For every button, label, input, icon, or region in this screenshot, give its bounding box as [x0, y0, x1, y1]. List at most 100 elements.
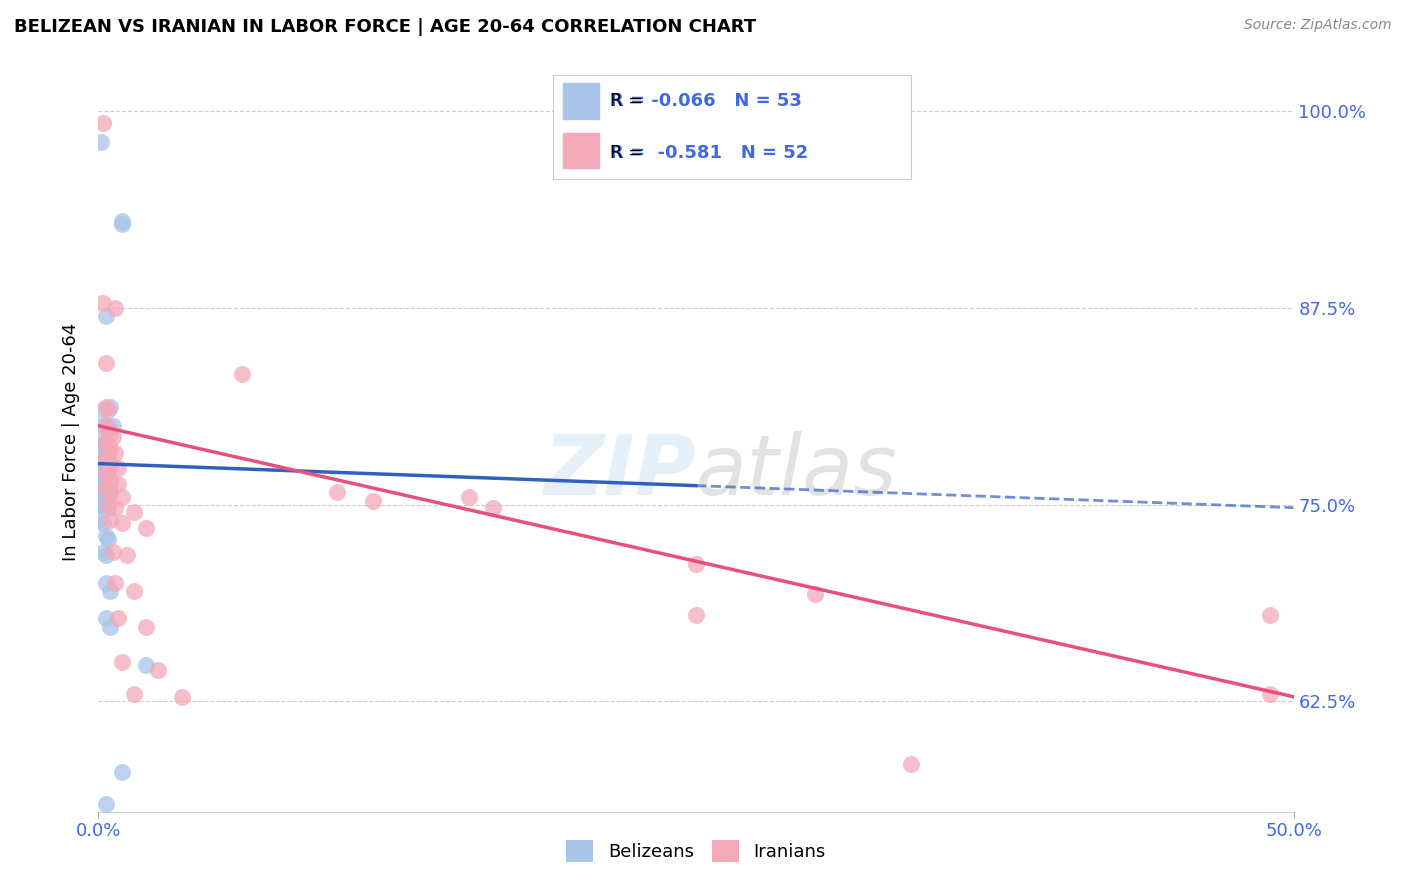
Point: [104, 445, 127, 459]
Text: BELIZEAN VS IRANIAN IN LABOR FORCE | AGE 20-64 CORRELATION CHART: BELIZEAN VS IRANIAN IN LABOR FORCE | AGE…: [14, 18, 756, 36]
Point: [87, 490, 110, 504]
Point: [111, 214, 134, 228]
Point: [1258, 607, 1281, 622]
Point: [98, 426, 122, 441]
Point: [101, 430, 124, 444]
Point: [98, 513, 122, 527]
Point: [94, 482, 117, 496]
Point: [111, 655, 134, 669]
Y-axis label: In Labor Force | Age 20-64: In Labor Force | Age 20-64: [62, 322, 80, 561]
Point: [94, 529, 117, 543]
Point: [91, 438, 114, 452]
Point: [481, 500, 505, 515]
Point: [87, 482, 110, 496]
Point: [91, 485, 114, 500]
Point: [685, 558, 707, 572]
Point: [900, 757, 922, 772]
Point: [94, 450, 117, 465]
Text: ZIP: ZIP: [543, 431, 696, 512]
Point: [90, 458, 112, 472]
Point: [94, 442, 117, 457]
Point: [94, 309, 117, 323]
Point: [87, 513, 110, 527]
Point: [90, 450, 112, 465]
Point: [97, 445, 120, 459]
Point: [97, 532, 120, 546]
Point: [98, 485, 122, 500]
Point: [135, 521, 157, 535]
Point: [98, 458, 122, 472]
Point: [115, 548, 138, 562]
Point: [97, 403, 120, 417]
Point: [91, 403, 114, 417]
Point: [98, 485, 122, 500]
Point: [94, 492, 117, 507]
Point: [87, 466, 110, 480]
Point: [97, 422, 120, 436]
Point: [98, 442, 122, 457]
Point: [91, 461, 114, 475]
Point: [90, 482, 112, 496]
Point: [91, 296, 114, 310]
Point: [94, 797, 117, 811]
Point: [326, 485, 349, 500]
Point: [94, 453, 117, 467]
Point: [97, 453, 120, 467]
Point: [97, 498, 120, 512]
Point: [94, 434, 117, 449]
Point: [98, 474, 122, 488]
Point: [135, 620, 157, 634]
Text: atlas: atlas: [696, 431, 897, 512]
Point: [94, 418, 117, 433]
Point: [124, 687, 146, 701]
Point: [94, 576, 117, 591]
Point: [97, 500, 120, 515]
Point: [101, 545, 124, 559]
Point: [101, 418, 124, 433]
Point: [94, 469, 117, 483]
Point: [107, 461, 129, 475]
Point: [363, 494, 385, 508]
Point: [97, 469, 120, 483]
Point: [135, 658, 157, 673]
Point: [90, 434, 112, 449]
Point: [97, 418, 120, 433]
Point: [91, 116, 114, 130]
Point: [1258, 687, 1281, 701]
Point: [107, 477, 129, 491]
Point: [94, 548, 117, 562]
Point: [111, 516, 134, 531]
Point: [231, 367, 253, 381]
Point: [124, 584, 146, 599]
Point: [94, 356, 117, 370]
Point: [87, 498, 110, 512]
Point: [111, 765, 134, 780]
Point: [90, 490, 112, 504]
Point: [104, 500, 127, 515]
Point: [91, 469, 114, 483]
Point: [97, 463, 120, 477]
Point: [87, 474, 110, 488]
Point: [98, 400, 122, 414]
Point: [107, 611, 129, 625]
Point: [94, 400, 117, 414]
Point: [104, 576, 127, 591]
Point: [94, 477, 117, 491]
Point: [98, 620, 122, 634]
Point: [90, 135, 112, 149]
Point: [148, 663, 170, 677]
Point: [91, 516, 114, 531]
Point: [91, 545, 114, 559]
Point: [94, 611, 117, 625]
Point: [804, 587, 827, 601]
Point: [94, 418, 117, 433]
Point: [90, 466, 112, 480]
Point: [94, 466, 117, 480]
Point: [91, 453, 114, 467]
Point: [172, 690, 194, 704]
Point: [91, 498, 114, 512]
Point: [111, 217, 134, 231]
Point: [90, 474, 112, 488]
Point: [90, 418, 112, 433]
Text: Source: ZipAtlas.com: Source: ZipAtlas.com: [1244, 18, 1392, 32]
